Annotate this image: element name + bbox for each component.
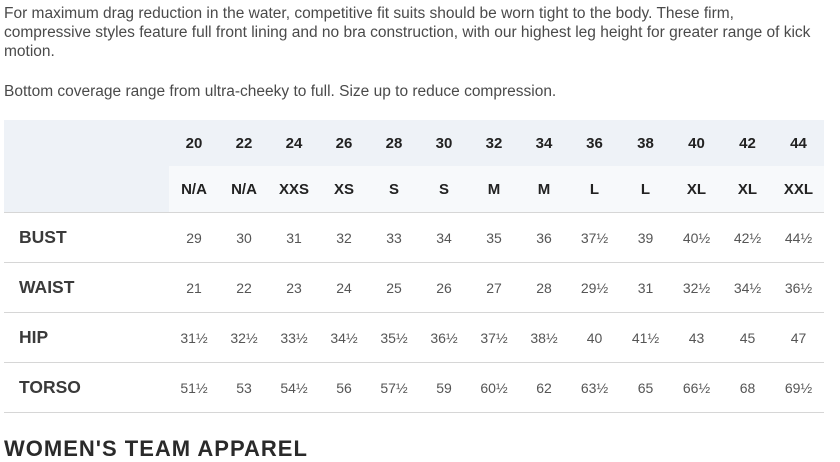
numeric-size: 42 [722, 120, 773, 166]
measurement-cell: 37½ [469, 312, 519, 363]
letter-corner-cell [4, 166, 169, 213]
measurement-cell: 59 [419, 362, 469, 413]
measurement-cell: 31 [620, 262, 671, 313]
measurement-cell: 53 [219, 362, 269, 413]
letter-size: N/A [169, 166, 219, 213]
measurement-cell: 23 [269, 262, 319, 313]
measurement-cell: 68 [722, 362, 773, 413]
measurement-cell: 65 [620, 362, 671, 413]
hip-row: HIP 31½ 32½ 33½ 34½ 35½ 36½ 37½ 38½ 40 4… [4, 312, 824, 363]
measurement-cell: 38½ [519, 312, 569, 363]
letter-size: XL [671, 166, 722, 213]
torso-row: TORSO 51½ 53 54½ 56 57½ 59 60½ 62 63½ 65… [4, 362, 824, 413]
measurement-cell: 36½ [419, 312, 469, 363]
numeric-size-row: 20 22 24 26 28 30 32 34 36 38 40 42 44 [4, 120, 824, 166]
numeric-size: 38 [620, 120, 671, 166]
measurement-cell: 31½ [169, 312, 219, 363]
measurement-cell: 34½ [319, 312, 369, 363]
letter-size: N/A [219, 166, 269, 213]
measurement-cell: 32½ [219, 312, 269, 363]
numeric-size: 36 [569, 120, 620, 166]
intro-text: For maximum drag reduction in the water,… [4, 5, 811, 60]
numeric-size: 24 [269, 120, 319, 166]
letter-size: M [469, 166, 519, 213]
numeric-size: 28 [369, 120, 419, 166]
row-label: BUST [4, 212, 169, 263]
measurement-cell: 47 [773, 312, 824, 363]
measurement-cell: 43 [671, 312, 722, 363]
numeric-size: 34 [519, 120, 569, 166]
numeric-size: 44 [773, 120, 824, 166]
measurement-cell: 44½ [773, 212, 824, 263]
letter-size-row: N/A N/A XXS XS S S M M L L XL XL XXL [4, 166, 824, 213]
measurement-cell: 21 [169, 262, 219, 313]
measurement-cell: 22 [219, 262, 269, 313]
measurement-cell: 28 [519, 262, 569, 313]
size-chart-table: 20 22 24 26 28 30 32 34 36 38 40 42 44 N… [4, 120, 824, 413]
measurement-cell: 36½ [773, 262, 824, 313]
measurement-cell: 40 [569, 312, 620, 363]
measurement-cell: 25 [369, 262, 419, 313]
letter-size: XL [722, 166, 773, 213]
measurement-cell: 40½ [671, 212, 722, 263]
measurement-cell: 35½ [369, 312, 419, 363]
measurement-cell: 69½ [773, 362, 824, 413]
numeric-size: 32 [469, 120, 519, 166]
next-section-heading: WOMEN'S TEAM APPAREL [4, 436, 308, 461]
measurement-cell: 27 [469, 262, 519, 313]
measurement-cell: 34 [419, 212, 469, 263]
measurement-cell: 32½ [671, 262, 722, 313]
measurement-cell: 66½ [671, 362, 722, 413]
measurement-cell: 33 [369, 212, 419, 263]
measurement-cell: 26 [419, 262, 469, 313]
letter-size: S [419, 166, 469, 213]
letter-size: XXL [773, 166, 824, 213]
measurement-cell: 39 [620, 212, 671, 263]
numeric-size: 40 [671, 120, 722, 166]
numeric-size: 26 [319, 120, 369, 166]
measurement-cell: 24 [319, 262, 369, 313]
measurement-cell: 62 [519, 362, 569, 413]
coverage-note: Bottom coverage range from ultra-cheeky … [4, 83, 557, 100]
measurement-cell: 34½ [722, 262, 773, 313]
measurement-cell: 32 [319, 212, 369, 263]
measurement-cell: 51½ [169, 362, 219, 413]
letter-size: M [519, 166, 569, 213]
corner-cell [4, 120, 169, 166]
measurement-cell: 33½ [269, 312, 319, 363]
letter-size: S [369, 166, 419, 213]
measurement-cell: 37½ [569, 212, 620, 263]
measurement-cell: 36 [519, 212, 569, 263]
row-label: WAIST [4, 262, 169, 313]
numeric-size: 22 [219, 120, 269, 166]
measurement-cell: 57½ [369, 362, 419, 413]
measurement-cell: 30 [219, 212, 269, 263]
measurement-cell: 35 [469, 212, 519, 263]
measurement-cell: 42½ [722, 212, 773, 263]
measurement-cell: 29½ [569, 262, 620, 313]
letter-size: XS [319, 166, 369, 213]
measurement-cell: 31 [269, 212, 319, 263]
measurement-cell: 56 [319, 362, 369, 413]
row-label: HIP [4, 312, 169, 363]
letter-size: L [620, 166, 671, 213]
measurement-cell: 29 [169, 212, 219, 263]
measurement-cell: 60½ [469, 362, 519, 413]
measurement-cell: 54½ [269, 362, 319, 413]
letter-size: L [569, 166, 620, 213]
waist-row: WAIST 21 22 23 24 25 26 27 28 29½ 31 32½… [4, 262, 824, 313]
measurement-cell: 45 [722, 312, 773, 363]
numeric-size: 30 [419, 120, 469, 166]
measurement-cell: 63½ [569, 362, 620, 413]
numeric-size: 20 [169, 120, 219, 166]
bust-row: BUST 29 30 31 32 33 34 35 36 37½ 39 40½ … [4, 212, 824, 263]
letter-size: XXS [269, 166, 319, 213]
row-label: TORSO [4, 362, 169, 413]
measurement-cell: 41½ [620, 312, 671, 363]
